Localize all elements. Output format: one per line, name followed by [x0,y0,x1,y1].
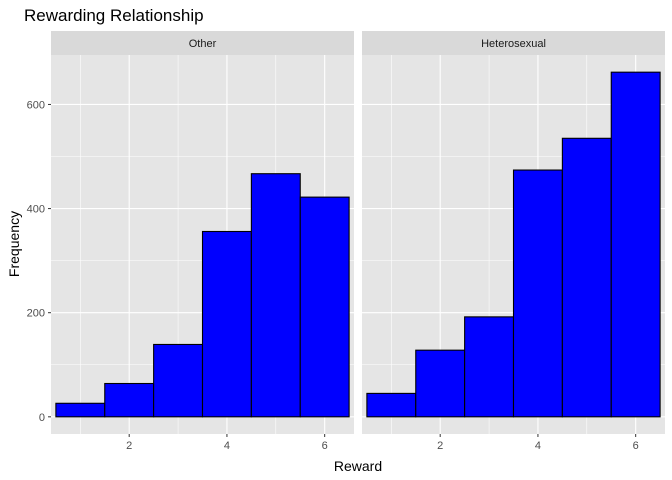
histogram-bar [250,173,301,418]
y-tick-label: 200 [27,308,45,320]
facet-strip-label: Heterosexual [481,38,546,50]
facet-strip-other [51,31,354,55]
histogram-bar [366,392,417,418]
histogram-bar [153,343,204,418]
bars [366,71,661,418]
y-tick-label: 0 [39,412,45,424]
histogram-bar [55,402,106,418]
facet-strip-heterosexual [362,31,665,55]
bars [55,173,350,418]
y-tick-label: 600 [27,99,45,111]
x-axis-title: Reward [334,458,382,474]
y-tick-label: 400 [27,204,45,216]
facet-strip-label: Other [189,38,217,50]
x-tick-label: 6 [633,440,639,452]
x-tick-label: 2 [437,440,443,452]
histogram-bar [561,137,612,418]
histogram-bar [610,71,661,418]
x-axis: 2 4 6 2 4 6 [126,434,639,452]
facet-panel-heterosexual: Heterosexual [362,31,665,434]
x-tick-label: 4 [535,440,541,452]
histogram-bar [104,382,155,418]
y-axis-title: Frequency [6,211,22,277]
x-tick-label: 2 [126,440,132,452]
histogram-bar [415,349,466,418]
histogram-bar [299,196,350,418]
chart-title: Rewarding Relationship [24,6,204,25]
facet-panel-other: Other [51,31,354,434]
x-tick-label: 4 [224,440,230,452]
x-tick-label: 6 [322,440,328,452]
histogram-bar [201,230,252,418]
histogram-bar [512,169,563,418]
y-axis: 0 200 400 600 [27,99,51,424]
histogram-bar [464,316,515,418]
